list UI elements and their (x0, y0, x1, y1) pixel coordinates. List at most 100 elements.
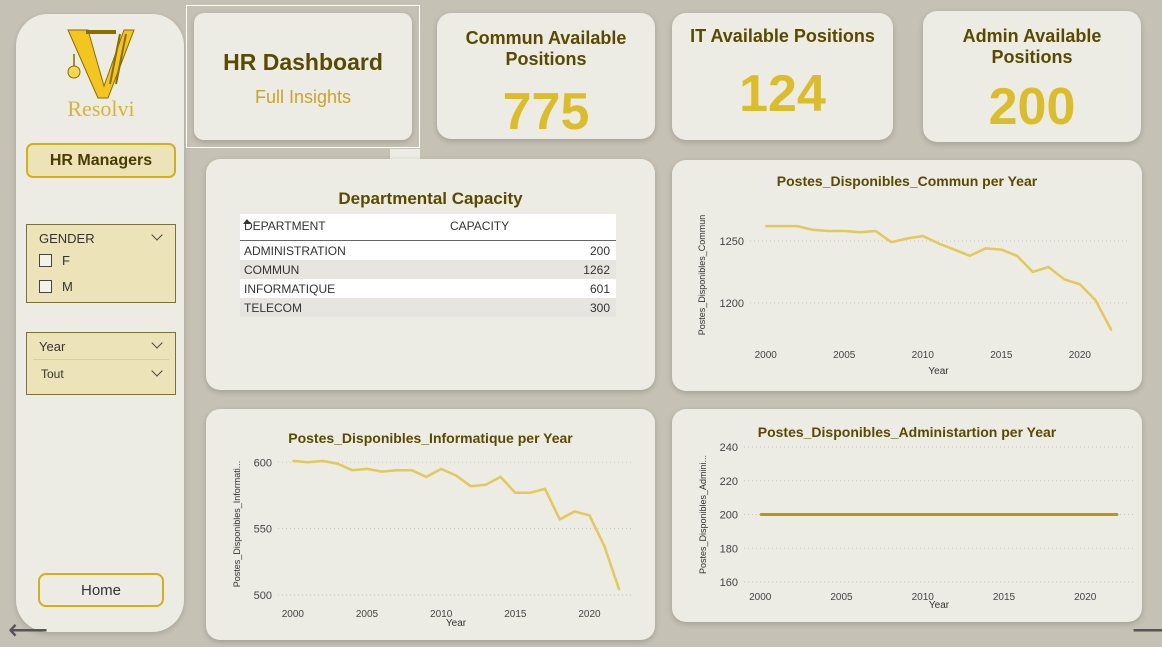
data-point (1068, 513, 1070, 516)
x-tick-label: 2015 (990, 350, 1013, 361)
data-point (984, 247, 987, 250)
series-line (292, 459, 621, 591)
data-point (440, 468, 442, 470)
table-row: TELECOM 300 (240, 298, 616, 317)
y-tick-label: 240 (720, 442, 738, 454)
table-cell: ADMINISTRATION (244, 244, 346, 258)
data-point (812, 229, 814, 231)
data-point (588, 514, 591, 517)
data-point (938, 513, 940, 516)
data-point (618, 588, 620, 591)
y-tick-label: 160 (720, 577, 738, 589)
chevron-down-icon[interactable] (151, 365, 163, 377)
logo-v-icon (67, 29, 135, 99)
data-point (857, 513, 859, 516)
data-point (366, 468, 368, 470)
kpi-title: Commun Available Positions (465, 28, 627, 69)
data-point (573, 510, 576, 513)
gender-option-label: M (62, 279, 73, 294)
hr-managers-button[interactable]: HR Managers (26, 143, 176, 178)
x-tick-label: 2010 (912, 350, 935, 361)
home-button[interactable]: Home (38, 573, 164, 607)
administration-chart-card: Postes_Disponibles_Administartion per Ye… (672, 409, 1142, 622)
kpi-card-it: IT Available Positions 124 (672, 13, 893, 140)
kpi-card-commun: Commun Available Positions 775 (437, 13, 655, 141)
gender-option-f[interactable]: F (39, 253, 70, 268)
y-axis-label: Postes_Disponibles_Admini... (698, 455, 708, 574)
data-point (529, 492, 531, 494)
data-point (906, 237, 908, 240)
data-point (1094, 299, 1097, 302)
divider (33, 359, 169, 360)
sort-ascending-icon[interactable] (243, 219, 251, 224)
commun-line-chart: 1200 1250 2000 2005 2010 2015 2020 Year Postes_D… (697, 215, 1127, 377)
kpi-title: IT Available Positions (690, 26, 875, 46)
data-point (796, 225, 798, 227)
x-tick-label: 2020 (1074, 592, 1097, 603)
checkbox-icon[interactable] (39, 254, 52, 267)
gender-option-label: F (62, 253, 70, 268)
data-point (292, 460, 294, 462)
chevron-down-icon[interactable] (151, 229, 163, 241)
gender-slicer: GENDER F M (26, 224, 176, 303)
chevron-down-icon[interactable] (151, 337, 163, 349)
page-title: HR Dashboard (223, 49, 383, 75)
administration-line-chart: 160 180 200 220 240 2000 2005 2010 2015 2020 Year P… (698, 442, 1134, 611)
x-tick-label: 2010 (912, 592, 935, 603)
column-header-capacity[interactable]: CAPACITY (450, 219, 510, 233)
y-tick-label: 500 (254, 590, 272, 602)
data-point (808, 513, 810, 516)
table-cell: 300 (589, 301, 610, 315)
chart-title: Postes_Disponibles_Commun per Year (776, 173, 1038, 189)
selection-frame (186, 5, 420, 148)
title-card: HR Dashboard Full Insights (194, 13, 412, 140)
kpi-title: Admin Available Positions (962, 26, 1102, 67)
data-point (922, 235, 924, 237)
data-point (1100, 513, 1103, 516)
table-cell: 601 (589, 282, 610, 296)
x-axis-label: Year (928, 366, 949, 377)
column-header-department[interactable]: DEPARTMENT (244, 219, 326, 233)
kpi-value: 775 (502, 83, 590, 141)
series-line (765, 224, 1113, 331)
data-point (759, 513, 762, 516)
data-point (937, 242, 940, 245)
x-tick-label: 2015 (504, 609, 527, 620)
data-point (953, 248, 955, 251)
data-point (843, 230, 846, 232)
data-point (381, 470, 383, 473)
data-point (890, 241, 893, 243)
kpi-card-admin: Admin Available Positions 200 (923, 11, 1141, 142)
chart-title: Postes_Disponibles_Informatique per Year (288, 430, 573, 446)
data-point (1079, 283, 1081, 286)
checkbox-icon[interactable] (39, 280, 52, 293)
data-point (792, 513, 794, 516)
y-tick-label: 200 (720, 510, 738, 522)
table-cell: 1262 (583, 263, 610, 277)
data-point (1032, 271, 1034, 273)
table-cell: TELECOM (244, 301, 303, 315)
data-point (987, 513, 989, 516)
y-axis-label: Postes_Disponibles_Commun (697, 215, 707, 336)
x-tick-label: 2005 (833, 350, 856, 361)
y-tick-label: 600 (254, 457, 272, 469)
next-page-arrow-icon[interactable]: ⟶ (1132, 614, 1162, 645)
data-point (351, 469, 353, 471)
data-point (1084, 513, 1087, 516)
x-tick-label: 2020 (1069, 350, 1092, 361)
data-point (321, 460, 324, 462)
data-point (470, 485, 472, 487)
table-row: ADMINISTRATION 200 (240, 241, 616, 260)
x-tick-label: 2005 (830, 592, 853, 603)
page-subtitle: Full Insights (254, 87, 352, 107)
x-tick-label: 2000 (749, 592, 772, 603)
data-point (484, 484, 487, 486)
previous-page-arrow-icon[interactable]: ⟵ (8, 614, 49, 645)
data-point (969, 255, 971, 257)
y-tick-label: 1250 (720, 236, 744, 248)
table-row: INFORMATIQUE 601 (240, 279, 616, 298)
logo-text: Resolvi (67, 96, 135, 121)
gender-option-m[interactable]: M (39, 279, 73, 294)
year-dropdown-value[interactable]: Tout (41, 367, 64, 381)
gender-slicer-title: GENDER (39, 231, 95, 246)
